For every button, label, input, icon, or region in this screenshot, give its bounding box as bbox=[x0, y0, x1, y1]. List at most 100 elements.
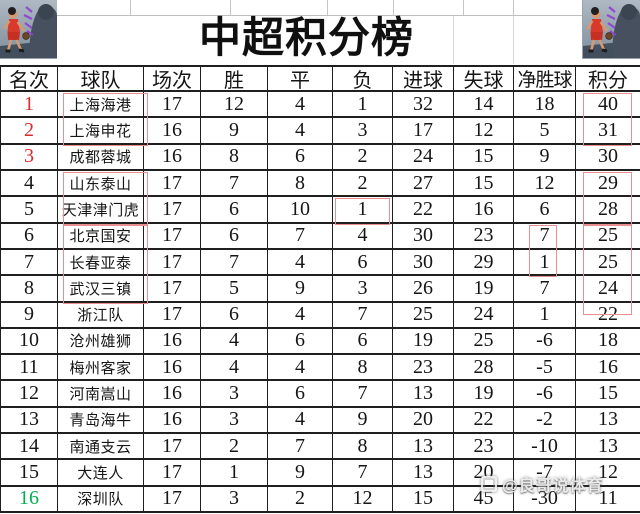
cell-team: 浙江队 bbox=[58, 302, 144, 327]
cell-gd: 6 bbox=[514, 197, 576, 222]
cell-draw: 6 bbox=[268, 144, 333, 169]
cell-gd: -5 bbox=[514, 355, 576, 380]
cell-pts: 18 bbox=[576, 329, 640, 353]
cell-draw: 9 bbox=[268, 276, 333, 301]
cell-pts: 13 bbox=[576, 408, 640, 432]
cell-pts: 30 bbox=[576, 145, 640, 169]
cell-team: 成都蓉城 bbox=[58, 144, 144, 169]
cell-pts: 22 bbox=[576, 303, 640, 327]
cell-rank: 3 bbox=[1, 144, 58, 169]
gridline bbox=[453, 16, 454, 64]
cell-played: 17 bbox=[144, 302, 201, 327]
cell-rank: 13 bbox=[1, 407, 58, 433]
gridline bbox=[230, 0, 231, 15]
cell-loss: 1 bbox=[333, 197, 393, 222]
cell-played: 17 bbox=[144, 92, 201, 117]
corner-art-left bbox=[0, 0, 57, 59]
corner-art-right bbox=[582, 0, 640, 59]
table-row: 10 沧州雄狮 16 4 6 6 19 25 -6 18 bbox=[1, 328, 640, 356]
table-row: 13 青岛海牛 16 3 4 9 20 22 -2 13 bbox=[1, 407, 640, 435]
page-title: 中超积分榜 bbox=[198, 16, 414, 62]
cell-ga: 23 bbox=[454, 223, 514, 248]
cell-win: 7 bbox=[201, 249, 268, 275]
table-header-row: 名次 球队 场次胜平负进球 失球 净胜球 积分 bbox=[1, 65, 640, 92]
cell-loss: 12 bbox=[333, 486, 393, 511]
cell-loss: 8 bbox=[333, 355, 393, 380]
table-row: 11 梅州客家 16 4 4 8 23 28 -5 16 bbox=[1, 355, 640, 382]
cell-gf: 27 bbox=[393, 170, 454, 196]
cell-gf: 32 bbox=[393, 92, 454, 117]
table-row: 1 上海海港 17 12 4 1 32 14 18 40 bbox=[1, 92, 640, 119]
cell-win: 6 bbox=[201, 223, 268, 248]
cell-team: 深圳队 bbox=[58, 486, 144, 511]
cell-draw: 4 bbox=[268, 118, 333, 143]
cell-rank: 4 bbox=[1, 170, 58, 196]
cell-played: 16 bbox=[144, 328, 201, 354]
cell-played: 17 bbox=[144, 460, 201, 485]
table-row: 2 上海申花 16 9 4 3 17 12 5 31 bbox=[1, 118, 640, 145]
cell-gd: 1 bbox=[514, 302, 576, 327]
table-row: 12 河南嵩山 16 3 6 7 13 19 -6 15 bbox=[1, 381, 640, 408]
cell-team: 大连人 bbox=[58, 460, 144, 485]
cell-ga: 19 bbox=[454, 381, 514, 406]
cell-ga: 28 bbox=[454, 355, 514, 380]
cell-loss: 9 bbox=[333, 407, 393, 433]
cell-rank: 1 bbox=[1, 92, 58, 117]
cell-loss: 2 bbox=[333, 144, 393, 169]
cell-played: 16 bbox=[144, 407, 201, 433]
cell-win: 3 bbox=[201, 486, 268, 511]
cell-draw: 9 bbox=[268, 460, 333, 485]
table-row: 15 大连人 17 1 9 7 13 20 -7 12 bbox=[1, 460, 640, 487]
cell-ga: 22 bbox=[454, 407, 514, 433]
cell-team: 青岛海牛 bbox=[58, 407, 144, 433]
cell-pts: 25 bbox=[576, 250, 640, 274]
cell-gd: -30 bbox=[514, 486, 576, 511]
cell-team: 长春亚泰 bbox=[58, 249, 144, 275]
cell-win: 3 bbox=[201, 407, 268, 433]
cell-rank: 10 bbox=[1, 328, 58, 354]
cell-gd: 5 bbox=[514, 118, 576, 143]
cell-gf: 19 bbox=[393, 328, 454, 354]
cell-loss: 4 bbox=[333, 223, 393, 248]
cell-pts: 24 bbox=[576, 276, 640, 300]
cell-rank: 8 bbox=[1, 276, 58, 301]
cell-pts: 12 bbox=[576, 460, 640, 484]
cell-win: 3 bbox=[201, 381, 268, 406]
cell-team: 上海海港 bbox=[58, 92, 144, 117]
cell-loss: 2 bbox=[333, 170, 393, 196]
cell-gf: 13 bbox=[393, 434, 454, 459]
column-header-loss: 负 bbox=[333, 67, 393, 90]
cell-gd: -6 bbox=[514, 381, 576, 406]
cell-played: 17 bbox=[144, 170, 201, 196]
cell-played: 17 bbox=[144, 434, 201, 459]
cell-team: 武汉三镇 bbox=[58, 276, 144, 301]
cell-rank: 9 bbox=[1, 302, 58, 327]
gridline bbox=[57, 15, 582, 16]
cell-win: 4 bbox=[201, 328, 268, 354]
cell-gf: 30 bbox=[393, 249, 454, 275]
cell-ga: 14 bbox=[454, 92, 514, 117]
cell-pts: 40 bbox=[576, 92, 640, 116]
cell-played: 17 bbox=[144, 223, 201, 248]
cell-loss: 8 bbox=[333, 434, 393, 459]
gridline bbox=[513, 0, 514, 15]
column-header-ga: 失球 bbox=[454, 67, 514, 90]
cell-rank: 6 bbox=[1, 223, 58, 248]
cell-gf: 30 bbox=[393, 223, 454, 248]
cell-pts: 29 bbox=[576, 171, 640, 195]
cell-win: 7 bbox=[201, 170, 268, 196]
cell-loss: 6 bbox=[333, 328, 393, 354]
table-row: 8 武汉三镇 17 5 9 3 26 19 7 24 bbox=[1, 276, 640, 303]
cell-win: 12 bbox=[201, 92, 268, 117]
cell-ga: 45 bbox=[454, 486, 514, 511]
cell-pts: 28 bbox=[576, 197, 640, 221]
cell-loss: 6 bbox=[333, 249, 393, 275]
table-row: 9 浙江队 17 6 4 7 25 24 1 22 bbox=[1, 302, 640, 329]
watermark: @良哥说体育 bbox=[481, 472, 604, 496]
column-header-win: 胜 bbox=[201, 67, 268, 90]
table-row: 16 深圳队 17 3 2 12 15 45 -30 11 bbox=[1, 486, 640, 513]
column-header-played: 场次 bbox=[144, 67, 201, 90]
cell-gd: -7 bbox=[514, 460, 576, 485]
cell-win: 6 bbox=[201, 302, 268, 327]
cell-ga: 23 bbox=[454, 434, 514, 459]
